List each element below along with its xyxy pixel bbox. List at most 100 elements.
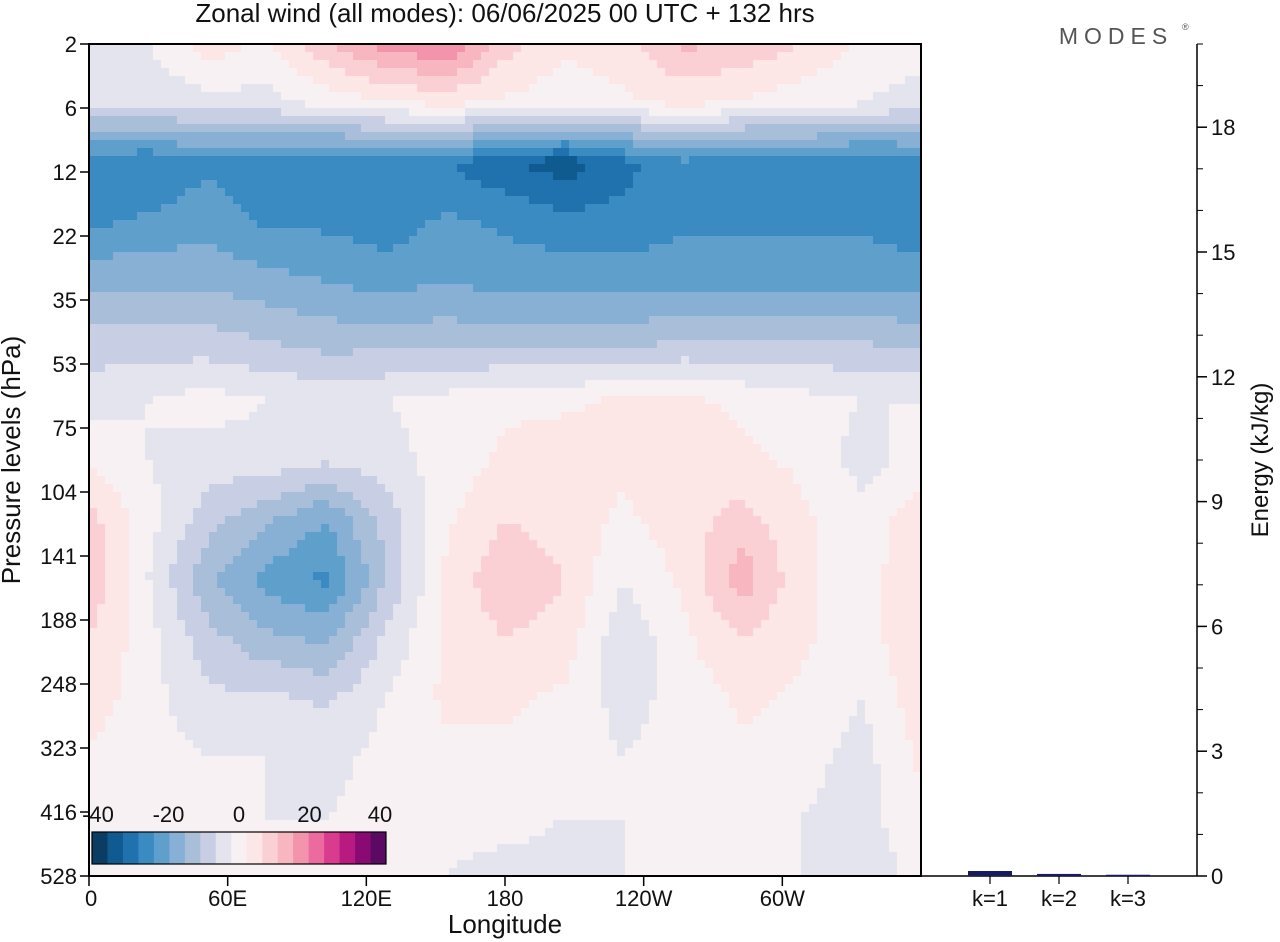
contour-cell: [113, 52, 122, 61]
contour-cell: [745, 372, 754, 381]
contour-cell: [561, 204, 570, 213]
contour-cell: [801, 388, 810, 397]
contour-cell: [473, 204, 482, 213]
contour-cell: [545, 100, 554, 109]
contour-cell: [377, 300, 386, 309]
contour-cell: [681, 60, 690, 69]
contour-cell: [89, 100, 98, 109]
contour-cell: [441, 188, 450, 197]
contour-cell: [129, 380, 138, 389]
contour-cell: [649, 332, 658, 341]
contour-cell: [713, 244, 722, 253]
contour-cell: [745, 292, 754, 301]
contour-cell: [785, 308, 794, 317]
contour-cell: [201, 244, 210, 253]
contour-cell: [673, 148, 682, 157]
contour-cell: [617, 196, 626, 205]
contour-cell: [721, 172, 730, 181]
contour-cell: [297, 100, 306, 109]
contour-cell: [753, 60, 762, 69]
contour-cell: [609, 260, 618, 269]
contour-cell: [585, 332, 594, 341]
contour-cell: [409, 340, 418, 349]
contour-cell: [169, 172, 178, 181]
contour-cell: [865, 92, 874, 101]
contour-cell: [89, 140, 98, 149]
contour-cell: [521, 268, 530, 277]
contour-cell: [913, 148, 921, 157]
contour-cell: [345, 268, 354, 277]
contour-cell: [433, 420, 442, 429]
contour-cell: [169, 388, 178, 397]
contour-cell: [289, 52, 298, 61]
contour-cell: [241, 76, 250, 85]
contour-cell: [649, 252, 658, 261]
contour-cell: [161, 412, 170, 421]
contour-cell: [889, 228, 898, 237]
contour-cell: [273, 188, 282, 197]
contour-cell: [857, 180, 866, 189]
contour-cell: [745, 116, 754, 125]
contour-cell: [329, 356, 338, 365]
contour-cell: [465, 52, 474, 61]
contour-cell: [233, 316, 242, 325]
contour-cell: [409, 124, 418, 133]
contour-cell: [297, 308, 306, 317]
contour-cell: [857, 404, 866, 413]
contour-cell: [617, 228, 626, 237]
contour-cell: [345, 276, 354, 285]
contour-cell: [737, 388, 746, 397]
contour-cell: [201, 52, 210, 61]
contour-cell: [337, 276, 346, 285]
contour-cell: [721, 412, 730, 421]
contour-cell: [241, 332, 250, 341]
contour-cell: [697, 404, 706, 413]
contour-cell: [153, 92, 162, 101]
contour-cell: [305, 180, 314, 189]
contour-cell: [217, 156, 226, 165]
contour-cell: [761, 292, 770, 301]
contour-cell: [169, 180, 178, 189]
contour-cell: [361, 52, 370, 61]
contour-cell: [377, 220, 386, 229]
contour-cell: [897, 356, 906, 365]
contour-cell: [249, 100, 258, 109]
contour-cell: [537, 356, 546, 365]
contour-cell: [161, 44, 170, 53]
contour-cell: [865, 364, 874, 373]
contour-cell: [681, 164, 690, 173]
contour-cell: [689, 156, 698, 165]
contour-cell: [513, 140, 522, 149]
contour-cell: [817, 308, 826, 317]
contour-cell: [337, 396, 346, 405]
contour-cell: [265, 364, 274, 373]
contour-cell: [689, 388, 698, 397]
contour-cell: [505, 324, 514, 333]
contour-cell: [241, 236, 250, 245]
contour-cell: [129, 404, 138, 413]
contour-cell: [121, 124, 130, 133]
contour-cell: [265, 244, 274, 253]
contour-cell: [913, 212, 921, 221]
contour-cell: [513, 380, 522, 389]
contour-cell: [801, 324, 810, 333]
contour-cell: [489, 300, 498, 309]
contour-cell: [433, 68, 442, 77]
contour-cell: [393, 108, 402, 117]
contour-cell: [265, 348, 274, 357]
contour-cell: [777, 340, 786, 349]
contour-cell: [641, 68, 650, 77]
contour-cell: [425, 348, 434, 357]
contour-cell: [673, 412, 682, 421]
contour-cell: [841, 332, 850, 341]
contour-cell: [377, 420, 386, 429]
contour-cell: [201, 276, 210, 285]
contour-cell: [641, 380, 650, 389]
contour-cell: [457, 404, 466, 413]
contour-cell: [193, 372, 202, 381]
contour-cell: [561, 332, 570, 341]
contour-cell: [129, 356, 138, 365]
contour-cell: [417, 92, 426, 101]
contour-cell: [465, 308, 474, 317]
contour-cell: [481, 324, 490, 333]
